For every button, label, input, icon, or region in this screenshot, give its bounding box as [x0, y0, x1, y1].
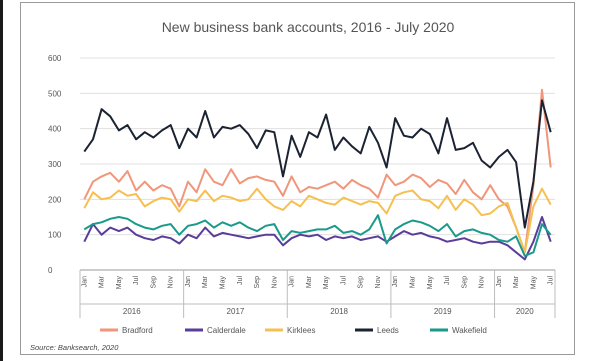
- series-line-leeds: [83, 99, 552, 229]
- legend-label: Leeds: [377, 326, 399, 335]
- x-tick-label: Jan: [185, 276, 192, 287]
- source-note: Source: Banksearch, 2020: [30, 343, 119, 352]
- gridlines: [80, 57, 555, 271]
- x-tick-label: Jan: [81, 276, 88, 287]
- legend: Bradford Calderdale Kirklees Leeds Wakefield: [100, 326, 487, 335]
- legend-label: Bradford: [122, 326, 153, 335]
- x-tick-label: Nov: [375, 276, 382, 289]
- series-line-calderdale: [83, 216, 552, 261]
- x-tick-label: Mar: [410, 275, 417, 288]
- x-tick-label: May: [323, 276, 330, 290]
- left-edge-bar: [0, 0, 3, 361]
- x-tick-label: May: [220, 276, 227, 290]
- series-line-wakefield: [83, 214, 552, 257]
- series-line-bradford: [83, 88, 552, 254]
- x-tick-label: Mar: [306, 275, 313, 288]
- chart-frame: [20, 2, 575, 355]
- x-tick-label: Jul: [340, 276, 347, 285]
- x-tick-label: May: [530, 276, 537, 290]
- x-tick-label: Sep: [461, 276, 468, 289]
- year-label: 2018: [330, 307, 348, 316]
- year-label: 2019: [434, 307, 452, 316]
- y-tick-label: 200: [48, 195, 62, 204]
- y-tick-label: 100: [48, 231, 62, 240]
- x-tick-label: Nov: [168, 276, 175, 289]
- series-line-kirklees: [83, 187, 552, 254]
- x-tick-label: Mar: [99, 275, 106, 288]
- x-tick-label: Jan: [289, 276, 296, 287]
- x-tick-label: Mar: [202, 275, 209, 288]
- x-tick-label: Jul: [237, 276, 244, 285]
- x-tick-label: Jan: [496, 276, 503, 287]
- y-tick-label: 0: [48, 266, 53, 275]
- x-tick-label: Jul: [444, 276, 451, 285]
- x-tick-label: Jul: [133, 276, 140, 285]
- y-tick-label: 600: [48, 54, 62, 63]
- year-label: 2016: [123, 307, 141, 316]
- y-tick-label: 500: [48, 89, 62, 98]
- year-label: 2017: [227, 307, 245, 316]
- legend-label: Calderdale: [207, 326, 246, 335]
- x-tick-label: May: [116, 276, 123, 290]
- chart-title: New business bank accounts, 2016 - July …: [162, 19, 455, 35]
- legend-label: Wakefield: [452, 326, 487, 335]
- legend-label: Kirklees: [287, 326, 315, 335]
- x-tick-label: Mar: [513, 275, 520, 288]
- x-tick-label: Sep: [150, 276, 157, 289]
- y-tick-label: 400: [48, 125, 62, 134]
- x-tick-label: Sep: [254, 276, 261, 289]
- series-lines: [83, 88, 552, 261]
- x-tick-label: Nov: [479, 276, 486, 289]
- x-tick-label: Sep: [358, 276, 365, 289]
- year-label: 2020: [516, 307, 534, 316]
- x-tick-label: May: [427, 276, 434, 290]
- x-axis: Jan Mar May Jul Sep Nov Jan Mar May Jul Sep Nov Jan M…: [79, 270, 556, 318]
- y-tick-label: 300: [48, 160, 62, 169]
- x-tick-label: Jan: [392, 276, 399, 287]
- x-tick-label: Nov: [271, 276, 278, 289]
- y-axis-ticks: 0 100 200 300 400 500 600: [48, 54, 62, 275]
- x-tick-label: Jul: [548, 276, 555, 285]
